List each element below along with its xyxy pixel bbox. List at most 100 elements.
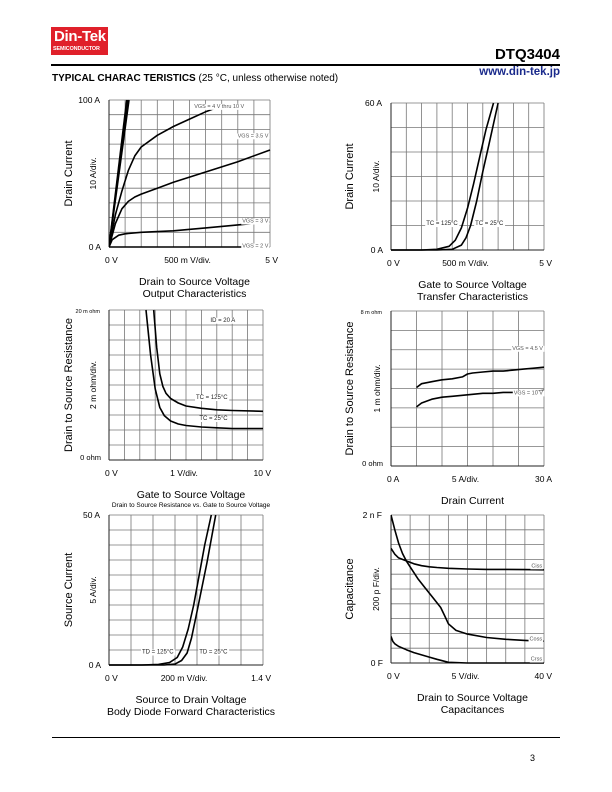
y-division-label: 2 m ohm/div. [88,361,98,409]
x-tick-label-division: 1 V/div. [170,468,198,478]
series-line-vgs-3-v [109,221,271,248]
curve-annotation: ID = 20 A [210,318,235,324]
curve-annotation: VGS = 4.5 V [512,346,543,352]
x-tick-label-max: 30 A [535,474,552,484]
annotation-background [198,649,230,656]
y-axis-label: Drain Current [63,140,75,206]
section-title-conditions: (25 °C, unless otherwise noted) [195,73,339,84]
y-axis-label: Source Current [63,553,75,628]
series-line-td-25-c [109,514,217,666]
annotation-background [512,390,545,397]
y-tick-label-max: 60 A [365,98,382,108]
x-tick-label-division: 200 m V/div. [161,673,208,683]
x-tick-label-min: 0 V [387,258,400,268]
grid [109,514,264,665]
annotation-background [474,221,506,228]
curve-annotation: TC = 25°C [475,221,504,227]
annotation-background [528,636,544,643]
grid [391,514,545,663]
curve-annotation: VGS = 3 V [242,219,268,225]
y-division-label: 10 A/div. [88,158,98,190]
y-tick-label-max: 8 m ohm [361,310,383,316]
x-tick-label-max: 10 V [254,468,272,478]
x-tick-label-division: 500 m V/div. [442,258,489,268]
logo-main-text: Din-Tek [54,28,106,45]
x-axis-label: Gate to Source Voltage [137,489,246,501]
section-title-bold: TYPICAL CHARAC TERISTICS [52,73,196,84]
curve-annotation: TC = 25°C [199,416,228,422]
y-axis-label: Drain to Source Resistance [63,318,75,452]
grid [391,102,545,250]
chart-capacitance: Ciss Coss Crss 2 n F 0 F 0 V 5 V/div. 40 V Capac… [344,510,552,716]
curve-annotation: TC = 125°C [196,395,228,401]
x-tick-label-min: 0 A [387,474,400,484]
y-tick-label-max: 2 n F [363,510,382,520]
annotation-background [236,133,270,140]
x-tick-label-max: 5 V [539,258,552,268]
series-line-coss [391,514,545,642]
series-line-vgs-4-5-v [109,99,130,248]
annotation-background [198,416,230,422]
y-axis-label: Drain to Source Resistance [344,322,356,456]
series-line-vgs-4-5-v [416,366,545,389]
y-tick-label-min: 0 A [89,242,102,252]
y-tick-label-min: 0 ohm [80,453,101,462]
company-logo: Din-Tek SEMICONDUCTOR [51,27,108,55]
curve-annotation: VGS = 4 V thru 10 V [194,104,244,110]
grid [109,309,264,460]
page-number: 3 [530,753,536,763]
y-axis-label: Drain Current [344,143,356,209]
section-title: TYPICAL CHARAC TERISTICS (25 °C, unless … [52,73,338,84]
chart-title: Transfer Characteristics [417,291,528,303]
chart-output: VGS = 4 V thru 10 V VGS = 3.5 V VGS = 3 V V… [63,95,278,300]
curve-annotation: VGS = 3.5 V [238,133,269,139]
y-division-label: 5 A/div. [88,576,98,603]
annotation-background [425,221,460,228]
website-link[interactable]: www.din-tek.jp [479,66,560,78]
x-axis-label: Drain to Source Voltage [417,692,528,704]
series-line-tc-25-c [145,309,263,430]
series-line-tc-25-c [391,102,499,251]
y-division-label: 200 p F/div. [371,567,381,611]
y-tick-label-min: 0 A [89,660,102,670]
x-tick-label-division: 5 A/div. [452,474,479,484]
x-tick-label-min: 0 V [105,673,118,683]
chart-transfer: TC = 125°C TC = 25°C 60 A 0 A0 V 500 m V/div… [344,98,552,303]
annotation-background [141,649,176,656]
x-tick-label-division: 500 m V/div. [164,255,211,265]
y-tick-label-max: 100 A [78,95,100,105]
header-divider [51,64,560,66]
chart-title: Output Characteristics [143,288,247,300]
curve-annotation: TD = 25°C [199,650,228,656]
footer-divider [52,737,560,738]
curve-annotation: Ciss [531,563,542,569]
annotation-background [194,395,230,401]
curve-annotation: Crss [531,657,543,663]
x-axis-label: Drain Current [441,495,504,507]
x-tick-label-max: 5 V [265,255,278,265]
curve-annotation: TD = 125°C [142,650,174,656]
annotation-background [209,317,237,324]
annotation-background [241,218,270,225]
x-tick-label-min: 0 V [105,255,118,265]
y-tick-label-min: 0 F [371,658,383,668]
chart-title: Drain to Source Resistance vs. Gate to S… [112,502,271,509]
y-tick-label-max: 50 A [83,510,100,520]
chart-rds-vgs: ID = 20 A TC = 125°C TC = 25°C 20 m ohm 0 oh… [63,309,271,509]
x-tick-label-max: 40 V [535,671,553,681]
series-line-crss [391,636,544,664]
series-line-tc-125-c [152,309,264,413]
annotation-background [193,103,246,110]
annotation-background [529,656,544,663]
curve-annotation: Coss [530,637,543,643]
series-line-vgs-4-v [109,105,222,248]
series-line-ciss [391,547,545,571]
y-tick-label-max: 20 m ohm [76,309,101,315]
grid [391,310,545,466]
y-division-label: 1 m ohm/div. [372,364,382,412]
x-axis-label: Gate to Source Voltage [418,279,527,291]
logo-sub-text: SEMICONDUCTOR [53,46,100,52]
y-tick-label-min: 0 ohm [362,459,383,468]
grid [109,99,271,247]
